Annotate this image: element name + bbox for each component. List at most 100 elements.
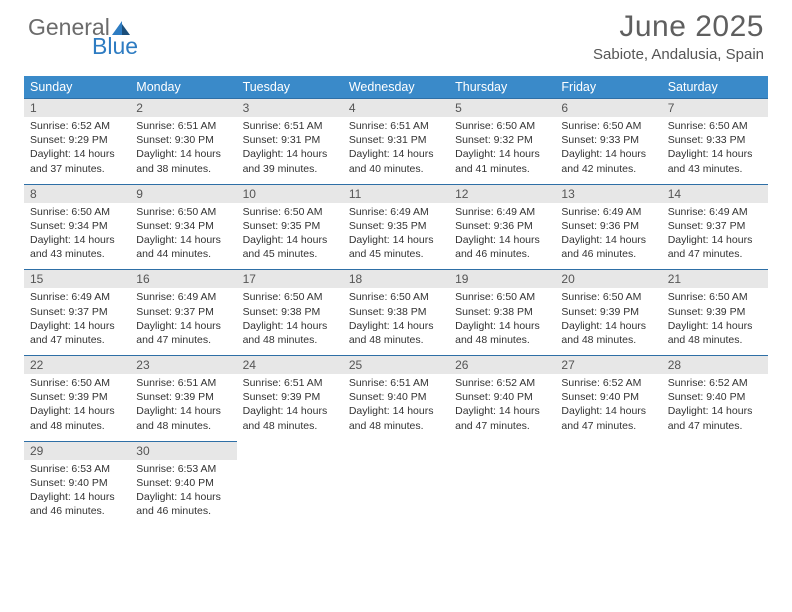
weekday-header: Monday [130, 76, 236, 98]
day-details: Sunrise: 6:50 AMSunset: 9:39 PMDaylight:… [555, 288, 661, 355]
page-header: General Blue June 2025 Sabiote, Andalusi… [0, 0, 792, 66]
day-number: 19 [449, 269, 555, 288]
day-details: Sunrise: 6:51 AMSunset: 9:31 PMDaylight:… [343, 117, 449, 184]
sunset-line: Sunset: 9:30 PM [136, 134, 214, 146]
sunrise-line: Sunrise: 6:50 AM [243, 206, 323, 218]
daylight-line: Daylight: 14 hoursand 42 minutes. [561, 148, 646, 174]
sunset-line: Sunset: 9:40 PM [136, 477, 214, 489]
sunrise-line: Sunrise: 6:50 AM [455, 120, 535, 132]
day-details: Sunrise: 6:51 AMSunset: 9:40 PMDaylight:… [343, 374, 449, 441]
sunrise-line: Sunrise: 6:52 AM [668, 377, 748, 389]
daylight-line: Daylight: 14 hoursand 37 minutes. [30, 148, 115, 174]
sunrise-line: Sunrise: 6:50 AM [455, 291, 535, 303]
sunrise-line: Sunrise: 6:49 AM [668, 206, 748, 218]
sunrise-line: Sunrise: 6:51 AM [243, 120, 323, 132]
day-number: 20 [555, 269, 661, 288]
day-number: 21 [662, 269, 768, 288]
day-details: Sunrise: 6:50 AMSunset: 9:33 PMDaylight:… [555, 117, 661, 184]
day-details: Sunrise: 6:49 AMSunset: 9:37 PMDaylight:… [662, 203, 768, 270]
daylight-line: Daylight: 14 hoursand 40 minutes. [349, 148, 434, 174]
day-details: Sunrise: 6:49 AMSunset: 9:36 PMDaylight:… [449, 203, 555, 270]
day-details: Sunrise: 6:51 AMSunset: 9:30 PMDaylight:… [130, 117, 236, 184]
calendar-cell: 2Sunrise: 6:51 AMSunset: 9:30 PMDaylight… [130, 98, 236, 184]
daylight-line: Daylight: 14 hoursand 41 minutes. [455, 148, 540, 174]
daylight-line: Daylight: 14 hoursand 44 minutes. [136, 234, 221, 260]
sunset-line: Sunset: 9:37 PM [30, 306, 108, 318]
day-number: 23 [130, 355, 236, 374]
daylight-line: Daylight: 14 hoursand 46 minutes. [136, 491, 221, 517]
calendar-cell [662, 441, 768, 527]
daylight-line: Daylight: 14 hoursand 45 minutes. [349, 234, 434, 260]
day-details: Sunrise: 6:52 AM Sunset: 9:40 PM Daylight:… [662, 374, 768, 441]
sunset-line: Sunset: 9:40 PM [668, 391, 746, 403]
daylight-line: Daylight: 14 hoursand 47 minutes. [668, 405, 753, 431]
calendar-cell: 10Sunrise: 6:50 AMSunset: 9:35 PMDayligh… [237, 184, 343, 270]
daylight-line: Daylight: 14 hoursand 45 minutes. [243, 234, 328, 260]
day-number: 26 [449, 355, 555, 374]
day-number: 6 [555, 98, 661, 117]
daylight-line: Daylight: 14 hoursand 48 minutes. [30, 405, 115, 431]
day-details: Sunrise: 6:49 AMSunset: 9:37 PMDaylight:… [130, 288, 236, 355]
weekday-header-row: SundayMondayTuesdayWednesdayThursdayFrid… [24, 76, 768, 98]
sunrise-line: Sunrise: 6:51 AM [349, 377, 429, 389]
sunrise-line: Sunrise: 6:52 AM [561, 377, 641, 389]
sunrise-line: Sunrise: 6:50 AM [136, 206, 216, 218]
calendar-row: 22Sunrise: 6:50 AMSunset: 9:39 PMDayligh… [24, 355, 768, 441]
daylight-line: Daylight: 14 hoursand 47 minutes. [30, 320, 115, 346]
daylight-line: Daylight: 14 hoursand 47 minutes. [668, 234, 753, 260]
day-number: 25 [343, 355, 449, 374]
sunset-line: Sunset: 9:31 PM [243, 134, 321, 146]
weekday-header: Friday [555, 76, 661, 98]
sunset-line: Sunset: 9:34 PM [136, 220, 214, 232]
sunset-line: Sunset: 9:39 PM [136, 391, 214, 403]
sunset-line: Sunset: 9:39 PM [668, 306, 746, 318]
sunset-line: Sunset: 9:34 PM [30, 220, 108, 232]
sunrise-line: Sunrise: 6:49 AM [455, 206, 535, 218]
daylight-line: Daylight: 14 hoursand 46 minutes. [455, 234, 540, 260]
day-details: Sunrise: 6:49 AM Sunset: 9:37 PM Daylight:… [24, 288, 130, 355]
sunrise-line: Sunrise: 6:52 AM [30, 120, 110, 132]
day-number: 13 [555, 184, 661, 203]
sunset-line: Sunset: 9:39 PM [243, 391, 321, 403]
sunrise-line: Sunrise: 6:50 AM [561, 120, 641, 132]
sunrise-line: Sunrise: 6:51 AM [136, 377, 216, 389]
day-number: 8 [24, 184, 130, 203]
day-number: 2 [130, 98, 236, 117]
calendar-cell: 16Sunrise: 6:49 AMSunset: 9:37 PMDayligh… [130, 269, 236, 355]
calendar-cell: 4Sunrise: 6:51 AMSunset: 9:31 PMDaylight… [343, 98, 449, 184]
daylight-line: Daylight: 14 hoursand 48 minutes. [243, 320, 328, 346]
day-number: 17 [237, 269, 343, 288]
calendar-row: 15Sunrise: 6:49 AMSunset: 9:37 PMDayligh… [24, 269, 768, 355]
sunset-line: Sunset: 9:35 PM [349, 220, 427, 232]
calendar-cell: 20Sunrise: 6:50 AMSunset: 9:39 PMDayligh… [555, 269, 661, 355]
calendar-cell: 11Sunrise: 6:49 AMSunset: 9:35 PMDayligh… [343, 184, 449, 270]
calendar-cell: 25Sunrise: 6:51 AMSunset: 9:40 PMDayligh… [343, 355, 449, 441]
sunrise-line: Sunrise: 6:50 AM [243, 291, 323, 303]
logo-text-blue: Blue [92, 33, 138, 59]
calendar-row: 8 Sunrise: 6:50 AM Sunset: 9:34 PM Daylight… [24, 184, 768, 270]
calendar-cell: 1Sunrise: 6:52 AMSunset: 9:29 PMDaylight… [24, 98, 130, 184]
calendar-body: 1Sunrise: 6:52 AMSunset: 9:29 PMDaylight… [24, 98, 768, 526]
day-details: Sunrise: 6:50 AMSunset: 9:32 PMDaylight:… [449, 117, 555, 184]
calendar-cell: 9Sunrise: 6:50 AMSunset: 9:34 PMDaylight… [130, 184, 236, 270]
logo-triangle-icon [112, 21, 130, 35]
calendar-cell: 22Sunrise: 6:50 AMSunset: 9:39 PMDayligh… [24, 355, 130, 441]
daylight-line: Daylight: 14 hoursand 47 minutes. [561, 405, 646, 431]
day-number: 1 [24, 98, 130, 117]
calendar-table: SundayMondayTuesdayWednesdayThursdayFrid… [24, 76, 768, 526]
sunrise-line: Sunrise: 6:49 AM [30, 291, 110, 303]
sunset-line: Sunset: 9:40 PM [561, 391, 639, 403]
location-subtitle: Sabiote, Andalusia, Spain [593, 46, 764, 63]
sunrise-line: Sunrise: 6:52 AM [455, 377, 535, 389]
day-details: Sunrise: 6:50 AM Sunset: 9:34 PM Daylight:… [130, 203, 236, 270]
daylight-line: Daylight: 14 hoursand 47 minutes. [455, 405, 540, 431]
sunset-line: Sunset: 9:33 PM [668, 134, 746, 146]
day-details: Sunrise: 6:50 AMSunset: 9:38 PMDaylight:… [343, 288, 449, 355]
day-details: Sunrise: 6:51 AMSunset: 9:39 PMDaylight:… [130, 374, 236, 441]
day-details: Sunrise: 6:52 AMSunset: 9:29 PMDaylight:… [24, 117, 130, 184]
calendar-cell: 12Sunrise: 6:49 AMSunset: 9:36 PMDayligh… [449, 184, 555, 270]
day-details: Sunrise: 6:49 AMSunset: 9:35 PMDaylight:… [343, 203, 449, 270]
calendar-row: 29Sunrise: 6:53 AMSunset: 9:40 PMDayligh… [24, 441, 768, 527]
calendar-cell [237, 441, 343, 527]
calendar-cell: 8Sunrise: 6:50 AMSunset: 9:34 PMDaylight… [24, 184, 130, 270]
